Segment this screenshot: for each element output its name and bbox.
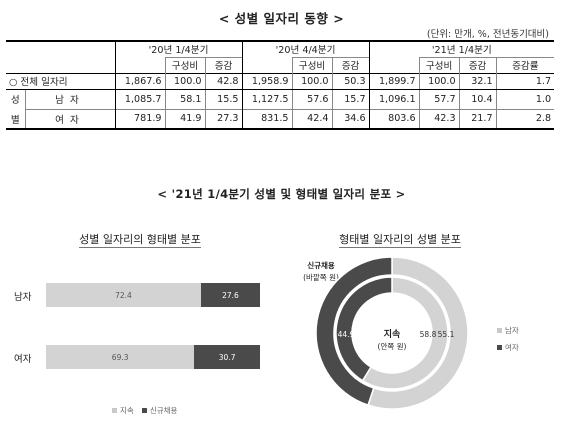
table-cell: 1.0	[495, 89, 555, 109]
sub-header: 증감	[458, 56, 497, 73]
bar-chart-title: 성별 일자리의 형태별 분포	[20, 231, 260, 248]
stats-table: '20년 1/4분기 '20년 4/4분기 '21년 1/4분기 구성비 증감 …	[6, 40, 555, 130]
table-cell: 10.4	[458, 89, 497, 109]
table-cell: 58.1	[164, 89, 205, 109]
donut-outer-female-slice	[315, 256, 393, 407]
sub-header: 증감률	[495, 56, 555, 73]
group-label: 성	[10, 95, 20, 107]
unit-note: (단위: 만개, %, 전년동기대비)	[426, 29, 549, 40]
bar-category-label: 남자	[14, 292, 32, 303]
donut-inner-male-value: 58.8	[420, 330, 437, 339]
donut-outer-female-value: 44.9	[338, 330, 355, 339]
sub-header: 증감	[204, 56, 243, 73]
row-label: 여자	[24, 108, 115, 130]
table-cell: 1,958.9	[241, 72, 293, 90]
donut-inner-male-slice	[361, 276, 449, 390]
donut-legend-female: 여자	[497, 342, 519, 353]
donut-chart-title-text: 형태별 일자리의 성별 분포	[339, 233, 461, 248]
donut-inner-female-slice	[335, 276, 393, 382]
table-cell: 15.7	[331, 89, 370, 109]
bar-legend: 지속 신규채용	[112, 405, 177, 416]
donut-legend-male: 남자	[497, 325, 519, 336]
legend-label-female: 여자	[505, 343, 519, 352]
legend-swatch-new-hire	[141, 408, 147, 413]
group-label: 별	[6, 109, 25, 130]
bar-segment-sustained: 69.3	[46, 345, 195, 369]
donut-chart: 41.2 58.8 44.9 55.1	[315, 256, 469, 410]
outer-ring-sub: (바깥쪽 원)	[303, 273, 339, 282]
table-cell: 1,085.7	[114, 89, 165, 109]
sub-header: 구성비	[164, 56, 205, 73]
legend-label-sustained: 지속	[120, 406, 134, 415]
table-cell: 15.5	[204, 89, 243, 109]
legend-swatch-male	[497, 328, 502, 333]
period-header: '20년 1/4분기	[114, 40, 243, 57]
table-cell: 42.4	[291, 108, 333, 130]
period-header: '20년 4/4분기	[241, 40, 370, 57]
table-cell: 1,096.1	[368, 89, 420, 109]
table-cell: 2.8	[495, 108, 555, 130]
bar-segment-sustained: 72.4	[46, 283, 201, 307]
table-cell: 50.3	[331, 72, 370, 90]
sub-header: 구성비	[418, 56, 460, 73]
donut-outer-male-value: 55.1	[438, 330, 455, 339]
bar-segment-new-hire: 30.7	[194, 345, 260, 369]
table-cell: 57.7	[418, 89, 460, 109]
table-cell: 831.5	[241, 108, 293, 130]
period-header-row: '20년 1/4분기 '20년 4/4분기 '21년 1/4분기	[6, 40, 555, 73]
table-cell: 803.6	[368, 108, 420, 130]
table-cell: 1.7	[495, 72, 555, 90]
period-header: '21년 1/4분기	[368, 40, 555, 57]
table-cell: 32.1	[458, 72, 497, 90]
section-title: < '21년 1/4분기 성별 및 형태별 일자리 분포 >	[157, 187, 406, 201]
table-row-female: 별 여자 781.9 41.9 27.3 831.5 42.4 34.6 803…	[6, 108, 555, 130]
outer-ring-label: 신규채용	[307, 261, 335, 270]
inner-ring-label: 지속	[383, 330, 401, 340]
bar-segment-new-hire: 27.6	[200, 283, 260, 307]
table-cell: 1,899.7	[368, 72, 420, 90]
table-cell: 27.3	[204, 108, 243, 130]
table-cell: 100.0	[164, 72, 205, 90]
table-cell: 57.6	[291, 89, 333, 109]
table-cell: 100.0	[418, 72, 460, 90]
row-label: 남자	[24, 89, 115, 109]
table-cell: 42.3	[418, 108, 460, 130]
legend-label-male: 남자	[505, 326, 519, 335]
table-cell: 1,867.6	[114, 72, 165, 90]
donut-inner-female-value: 41.2	[356, 330, 373, 339]
table-cell: 21.7	[458, 108, 497, 130]
table-cell: 41.9	[164, 108, 205, 130]
legend-swatch-sustained	[112, 408, 117, 413]
bar-chart-title-text: 성별 일자리의 형태별 분포	[79, 233, 201, 248]
table-row-male: 성 남자 1,085.7 58.1 15.5 1,127.5 57.6 15.7…	[6, 89, 555, 109]
legend-swatch-female	[497, 345, 502, 350]
table-row-total: ○ 전체 일자리 1,867.6 100.0 42.8 1,958.9 100.…	[6, 72, 555, 90]
inner-ring-sub: (안쪽 원)	[377, 342, 407, 351]
table-cell: 1,127.5	[241, 89, 293, 109]
page-title: < 성별 일자리 동향 >	[218, 11, 345, 26]
bar-category-label: 여자	[14, 354, 32, 365]
table-cell: 42.8	[204, 72, 243, 90]
table-cell: 781.9	[114, 108, 165, 130]
sub-header-row: 구성비 증감 구성비 증감 구성비 증감 증감률	[6, 56, 555, 73]
donut-outer-male-slice	[367, 256, 469, 410]
sub-header: 구성비	[291, 56, 333, 73]
row-label: ○ 전체 일자리	[6, 72, 115, 90]
table-cell: 100.0	[291, 72, 333, 90]
legend-label-new-hire: 신규채용	[149, 406, 178, 415]
donut-chart-title: 형태별 일자리의 성별 분포	[300, 231, 500, 248]
sub-header: 증감	[331, 56, 370, 73]
table-cell: 34.6	[331, 108, 370, 130]
